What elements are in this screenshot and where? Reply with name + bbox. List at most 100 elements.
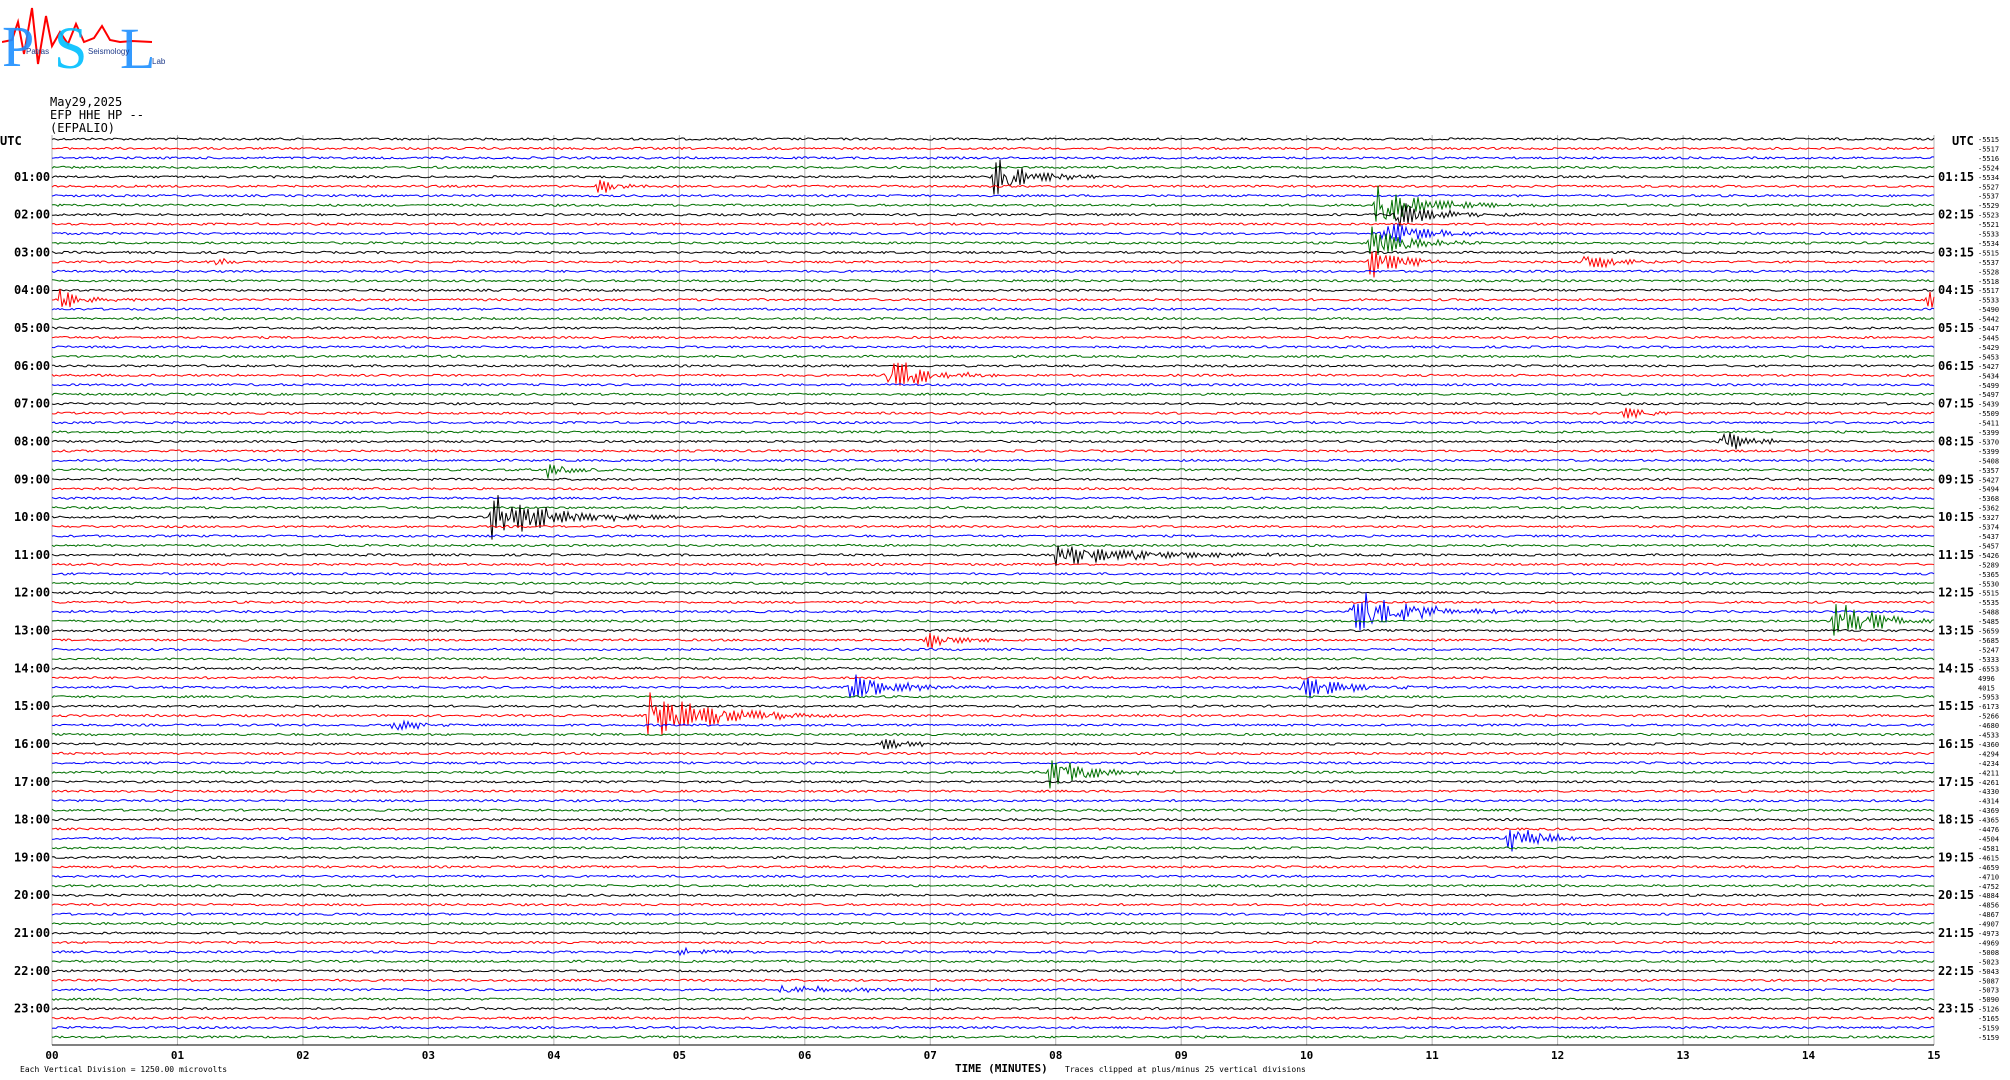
trace-row-64 bbox=[51, 738, 1935, 750]
right-hour-label: 07:15 bbox=[1938, 397, 1974, 411]
vertical-division-note: Each Vertical Division = 1250.00 microvo… bbox=[20, 1065, 227, 1074]
trace-row-51 bbox=[51, 604, 1935, 636]
right-hour-label: 17:15 bbox=[1938, 775, 1974, 789]
logo-letter-s: S bbox=[54, 15, 87, 80]
trace-row-14 bbox=[51, 269, 1935, 274]
row-offset-label: -5447 bbox=[1978, 325, 1999, 333]
trace-row-49 bbox=[51, 600, 1935, 604]
row-offset-label: -5247 bbox=[1978, 646, 1999, 654]
header-station: (EFPALIO) bbox=[50, 121, 116, 135]
row-offset-label: -5457 bbox=[1978, 542, 1999, 550]
row-offset-label: -5437 bbox=[1978, 533, 1999, 541]
x-tick-label: 04 bbox=[547, 1049, 561, 1062]
row-offset-label: -5427 bbox=[1978, 363, 1999, 371]
row-offset-label: -4973 bbox=[1978, 930, 1999, 938]
trace-row-90 bbox=[51, 984, 1935, 994]
row-offset-label: -5497 bbox=[1978, 391, 1999, 399]
trace-row-70 bbox=[51, 798, 1935, 803]
trace-row-54 bbox=[51, 647, 1935, 652]
trace-row-12 bbox=[51, 250, 1935, 255]
row-offset-label: -5953 bbox=[1978, 694, 1999, 702]
right-hour-label: 04:15 bbox=[1938, 283, 1974, 297]
trace-row-30 bbox=[51, 420, 1934, 425]
right-hour-label: 19:15 bbox=[1938, 850, 1974, 864]
trace-row-84 bbox=[51, 931, 1935, 935]
right-hour-label: 02:15 bbox=[1938, 208, 1974, 222]
row-offset-label: -5537 bbox=[1978, 259, 1999, 267]
trace-row-7 bbox=[51, 185, 1935, 222]
trace-row-92 bbox=[51, 1006, 1934, 1011]
row-offset-label: 4996 bbox=[1978, 675, 1995, 683]
x-tick-label: 15 bbox=[1927, 1049, 1940, 1062]
row-offset-label: -5429 bbox=[1978, 344, 1999, 352]
row-offset-label: -5023 bbox=[1978, 958, 1999, 966]
row-offset-label: -4365 bbox=[1978, 817, 1999, 825]
trace-row-34 bbox=[52, 458, 1935, 463]
row-offset-label: -4211 bbox=[1978, 769, 1999, 777]
x-tick-label: 14 bbox=[1802, 1049, 1816, 1062]
row-offset-label: -5524 bbox=[1978, 164, 1999, 172]
row-offset-label: -4581 bbox=[1978, 845, 1999, 853]
trace-row-95 bbox=[51, 1035, 1935, 1039]
row-offset-label: 4015 bbox=[1978, 684, 1995, 692]
row-offset-label: -5685 bbox=[1978, 637, 1999, 645]
trace-row-8 bbox=[52, 203, 1935, 227]
trace-row-25 bbox=[51, 362, 1934, 386]
row-offset-label: -5534 bbox=[1978, 240, 1999, 248]
row-offset-label: -5165 bbox=[1978, 1015, 1999, 1023]
left-hour-label: 02:00 bbox=[14, 208, 50, 222]
right-hour-label: 14:15 bbox=[1938, 661, 1974, 675]
x-tick-label: 10 bbox=[1300, 1049, 1313, 1062]
row-offset-label: -5515 bbox=[1978, 590, 1999, 598]
row-offset-label: -5537 bbox=[1978, 193, 1999, 201]
trace-row-36 bbox=[51, 477, 1935, 482]
trace-row-68 bbox=[51, 780, 1935, 784]
left-hour-label: 05:00 bbox=[14, 321, 50, 335]
row-offset-label: -5408 bbox=[1978, 457, 1999, 465]
trace-row-69 bbox=[51, 789, 1934, 794]
logo-word-lab: Lab bbox=[152, 57, 166, 66]
x-tick-label: 12 bbox=[1551, 1049, 1564, 1062]
left-utc-header: UTC bbox=[0, 134, 22, 148]
left-hour-label: 09:00 bbox=[14, 472, 50, 486]
row-offset-label: -4533 bbox=[1978, 732, 1999, 740]
trace-row-42 bbox=[51, 534, 1935, 538]
x-tick-label: 13 bbox=[1676, 1049, 1689, 1062]
trace-row-4 bbox=[51, 159, 1935, 195]
trace-row-75 bbox=[51, 846, 1935, 850]
logo-word-seismology: Seismology bbox=[88, 47, 129, 56]
left-hour-label: 18:00 bbox=[14, 813, 50, 827]
trace-row-5 bbox=[51, 179, 1935, 193]
left-hour-label: 04:00 bbox=[14, 283, 50, 297]
trace-row-28 bbox=[51, 401, 1935, 406]
trace-row-9 bbox=[51, 222, 1935, 226]
row-offset-label: -5518 bbox=[1978, 278, 1999, 286]
trace-row-73 bbox=[51, 827, 1935, 831]
trace-row-11 bbox=[51, 226, 1935, 256]
row-offset-label: -5374 bbox=[1978, 524, 1999, 532]
row-offset-label: -5494 bbox=[1978, 486, 1999, 494]
left-hour-label: 21:00 bbox=[14, 926, 50, 940]
row-offset-label: -5442 bbox=[1978, 316, 1999, 324]
trace-row-45 bbox=[51, 562, 1935, 567]
row-offset-label: -5090 bbox=[1978, 996, 1999, 1004]
trace-row-20 bbox=[51, 326, 1935, 330]
trace-row-82 bbox=[51, 912, 1935, 916]
trace-row-46 bbox=[51, 572, 1935, 576]
trace-row-3 bbox=[51, 165, 1935, 170]
row-offset-label: -4680 bbox=[1978, 722, 1999, 730]
right-hour-label: 15:15 bbox=[1938, 699, 1974, 713]
right-hour-label: 10:15 bbox=[1938, 510, 1974, 524]
trace-row-6 bbox=[51, 193, 1934, 198]
right-hour-label: 01:15 bbox=[1938, 170, 1974, 184]
trace-row-24 bbox=[52, 364, 1935, 368]
trace-row-31 bbox=[51, 430, 1935, 434]
row-offset-label: -5073 bbox=[1978, 987, 1999, 995]
row-offset-label: -5159 bbox=[1978, 1025, 1999, 1033]
trace-row-29 bbox=[51, 407, 1935, 420]
seismic-traces bbox=[51, 137, 1935, 1039]
row-offset-label: -5517 bbox=[1978, 287, 1999, 295]
left-hour-label: 16:00 bbox=[14, 737, 50, 751]
row-offset-label: -4969 bbox=[1978, 939, 1999, 947]
